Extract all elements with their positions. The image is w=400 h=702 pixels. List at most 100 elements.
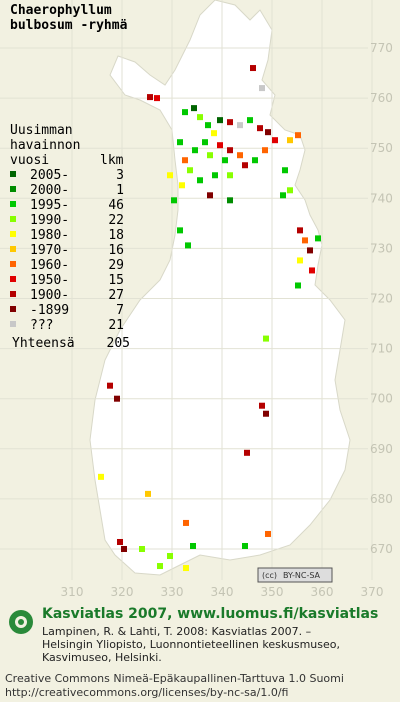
citation: Kasvimuseo, Helsinki. [42, 651, 162, 664]
legend-swatch [10, 171, 16, 177]
observation [171, 197, 177, 204]
observation [227, 172, 233, 179]
observation [114, 395, 120, 402]
legend-label: 1980- [30, 228, 69, 243]
observation [265, 530, 271, 537]
footer-heading: Kasviatlas 2007, www.luomus.fi/kasviatla… [42, 606, 378, 622]
observation [227, 197, 233, 204]
observation [242, 542, 248, 549]
x-tick-label: 330 [161, 585, 184, 599]
observation [145, 490, 151, 497]
observation [265, 129, 271, 136]
observation [252, 157, 258, 164]
observation [262, 147, 268, 154]
observation [315, 235, 321, 242]
observation [192, 147, 198, 154]
observation [237, 122, 243, 129]
count-heading: lkm [100, 153, 124, 168]
title: Chaerophyllum [10, 3, 112, 18]
observation [157, 563, 163, 570]
observation [287, 137, 293, 144]
observation [217, 142, 223, 149]
legend-label: 2005- [30, 168, 69, 183]
observation [167, 553, 173, 560]
observation [147, 94, 153, 101]
title: bulbosum -ryhmä [10, 18, 128, 33]
legend-swatch [10, 306, 16, 312]
legend-count: 15 [108, 273, 124, 288]
observation [287, 187, 293, 194]
observation [280, 192, 286, 199]
observation [222, 157, 228, 164]
y-tick-label: 680 [370, 492, 393, 506]
observation [179, 182, 185, 189]
observation [139, 546, 145, 552]
observation [250, 65, 256, 72]
observation [237, 152, 243, 159]
legend-count: 46 [108, 198, 124, 213]
observation [182, 157, 188, 164]
legend-count: 7 [116, 303, 124, 318]
y-tick-label: 690 [370, 442, 393, 456]
observation [263, 335, 269, 342]
legend-label: 1950- [30, 273, 69, 288]
x-tick-label: 360 [311, 585, 334, 599]
observation [244, 449, 250, 456]
legend-swatch [10, 276, 16, 282]
legend-swatch [10, 246, 16, 252]
y-tick-label: 750 [370, 141, 393, 155]
logo [9, 610, 33, 634]
y-tick-label: 720 [370, 292, 393, 306]
observation [207, 152, 213, 159]
legend-swatch [10, 321, 16, 327]
observation [227, 119, 233, 126]
observation [121, 546, 127, 552]
x-tick-label: 370 [361, 585, 384, 599]
legend-swatch [10, 216, 16, 222]
legend-swatch [10, 261, 16, 267]
y-tick-label: 760 [370, 91, 393, 105]
legend-label: 1900- [30, 288, 69, 303]
legend-swatch [10, 231, 16, 237]
observation [217, 117, 223, 124]
legend-count: 18 [108, 228, 124, 243]
observation [183, 565, 189, 572]
observation [259, 85, 265, 92]
cc-symbol: (cc) [262, 571, 277, 580]
x-tick-label: 320 [111, 585, 134, 599]
legend-swatch [10, 201, 16, 207]
legend-count: 16 [108, 243, 124, 258]
observation [297, 227, 303, 234]
observation [307, 247, 313, 254]
license: Creative Commons Nimeä-Epäkaupallinen-Ta… [5, 672, 344, 685]
legend-heading: vuosi [10, 153, 49, 168]
observation [297, 257, 303, 264]
observation [211, 130, 217, 137]
y-tick-label: 710 [370, 342, 393, 356]
finland-outline [89, 0, 351, 576]
observation [263, 410, 269, 417]
legend-label: 1970- [30, 243, 69, 258]
legend-label: -1899 [30, 303, 69, 318]
cc-label: BY-NC-SA [283, 571, 321, 580]
observation [182, 109, 188, 116]
legend-label: 1990- [30, 213, 69, 228]
observation [185, 242, 191, 249]
legend-count: 27 [108, 288, 124, 303]
observation [295, 282, 301, 289]
citation: Helsingin Yliopisto, Luonnontieteellinen… [42, 638, 340, 651]
legend-count: 21 [108, 318, 124, 333]
observation [98, 473, 104, 480]
total-value: 205 [107, 336, 130, 351]
legend-count: 22 [108, 213, 124, 228]
observation [202, 139, 208, 146]
observation [247, 117, 253, 124]
y-tick-label: 770 [370, 41, 393, 55]
legend-count: 29 [108, 258, 124, 273]
legend-swatch [10, 291, 16, 297]
legend-heading: havainnon [10, 138, 80, 153]
citation: Lampinen, R. & Lahti, T. 2008: Kasviatla… [42, 625, 311, 638]
legend-label: 2000- [30, 183, 69, 198]
cc-badge: (cc) BY-NC-SA [257, 567, 333, 583]
observation [257, 125, 263, 132]
